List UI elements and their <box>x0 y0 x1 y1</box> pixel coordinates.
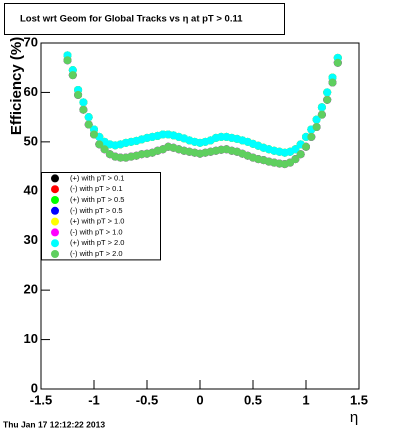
legend-marker <box>51 196 59 204</box>
x-tick-label: -1.5 <box>30 392 52 407</box>
legend-label: (+) with pT > 0.1 <box>70 173 124 182</box>
legend-label: (+) with pT > 2.0 <box>70 238 124 247</box>
data-point <box>317 103 326 112</box>
data-point <box>95 140 104 149</box>
x-tick-label: 0.5 <box>244 392 262 407</box>
data-point <box>79 105 88 114</box>
data-point <box>333 58 342 67</box>
data-point <box>63 56 72 65</box>
chart-title: Lost wrt Geom for Global Tracks vs η at … <box>20 14 243 25</box>
y-tick-label: 50 <box>24 133 38 148</box>
legend-box <box>41 172 161 261</box>
data-point <box>323 95 332 104</box>
x-tick-label: 1.5 <box>350 392 368 407</box>
data-point <box>291 145 300 154</box>
legend-label: (+) with pT > 1.0 <box>70 217 124 226</box>
y-tick-label: 30 <box>24 232 38 247</box>
data-point <box>317 110 326 119</box>
data-point <box>84 120 93 129</box>
data-point <box>296 150 305 159</box>
data-point <box>90 130 98 139</box>
legend-marker <box>51 250 59 258</box>
y-tick-label: 60 <box>24 84 38 99</box>
data-point <box>312 123 321 132</box>
legend-marker <box>51 185 59 194</box>
y-tick-label: 40 <box>24 183 38 198</box>
data-point <box>312 115 321 124</box>
data-point <box>100 145 109 154</box>
timestamp: Thu Jan 17 12:12:22 2013 <box>3 419 105 429</box>
data-point <box>68 71 77 80</box>
y-axis-label: Efficiency (%) <box>8 37 25 135</box>
legend-label: (+) with pT > 0.5 <box>70 195 124 204</box>
legend-marker <box>51 217 59 226</box>
data-point <box>291 155 300 164</box>
x-tick-label: -0.5 <box>136 392 158 407</box>
y-tick-label: 0 <box>31 380 38 395</box>
data-point <box>302 142 310 151</box>
data-point <box>79 98 88 107</box>
data-point <box>74 90 83 99</box>
legend-marker <box>51 206 59 215</box>
x-axis-label: η <box>350 409 358 426</box>
legend-marker <box>51 228 59 237</box>
data-point <box>323 88 332 97</box>
x-tick-label: 1 <box>302 392 309 407</box>
y-tick-label: 70 <box>24 34 38 49</box>
data-point <box>84 113 93 122</box>
legend-label: (-) with pT > 0.5 <box>70 206 123 215</box>
legend-label: (-) with pT > 1.0 <box>70 227 123 236</box>
y-tick-label: 20 <box>24 282 38 297</box>
legend-marker <box>51 174 59 183</box>
legend-marker <box>51 239 59 248</box>
legend-label: (-) with pT > 0.1 <box>70 184 123 193</box>
data-point <box>328 78 337 87</box>
y-tick-label: 10 <box>24 331 38 346</box>
x-tick-label: 0 <box>196 392 203 407</box>
title-box <box>4 3 285 35</box>
x-tick-label: -1 <box>88 392 100 407</box>
data-point <box>307 132 316 141</box>
legend-label: (-) with pT > 2.0 <box>70 249 123 258</box>
